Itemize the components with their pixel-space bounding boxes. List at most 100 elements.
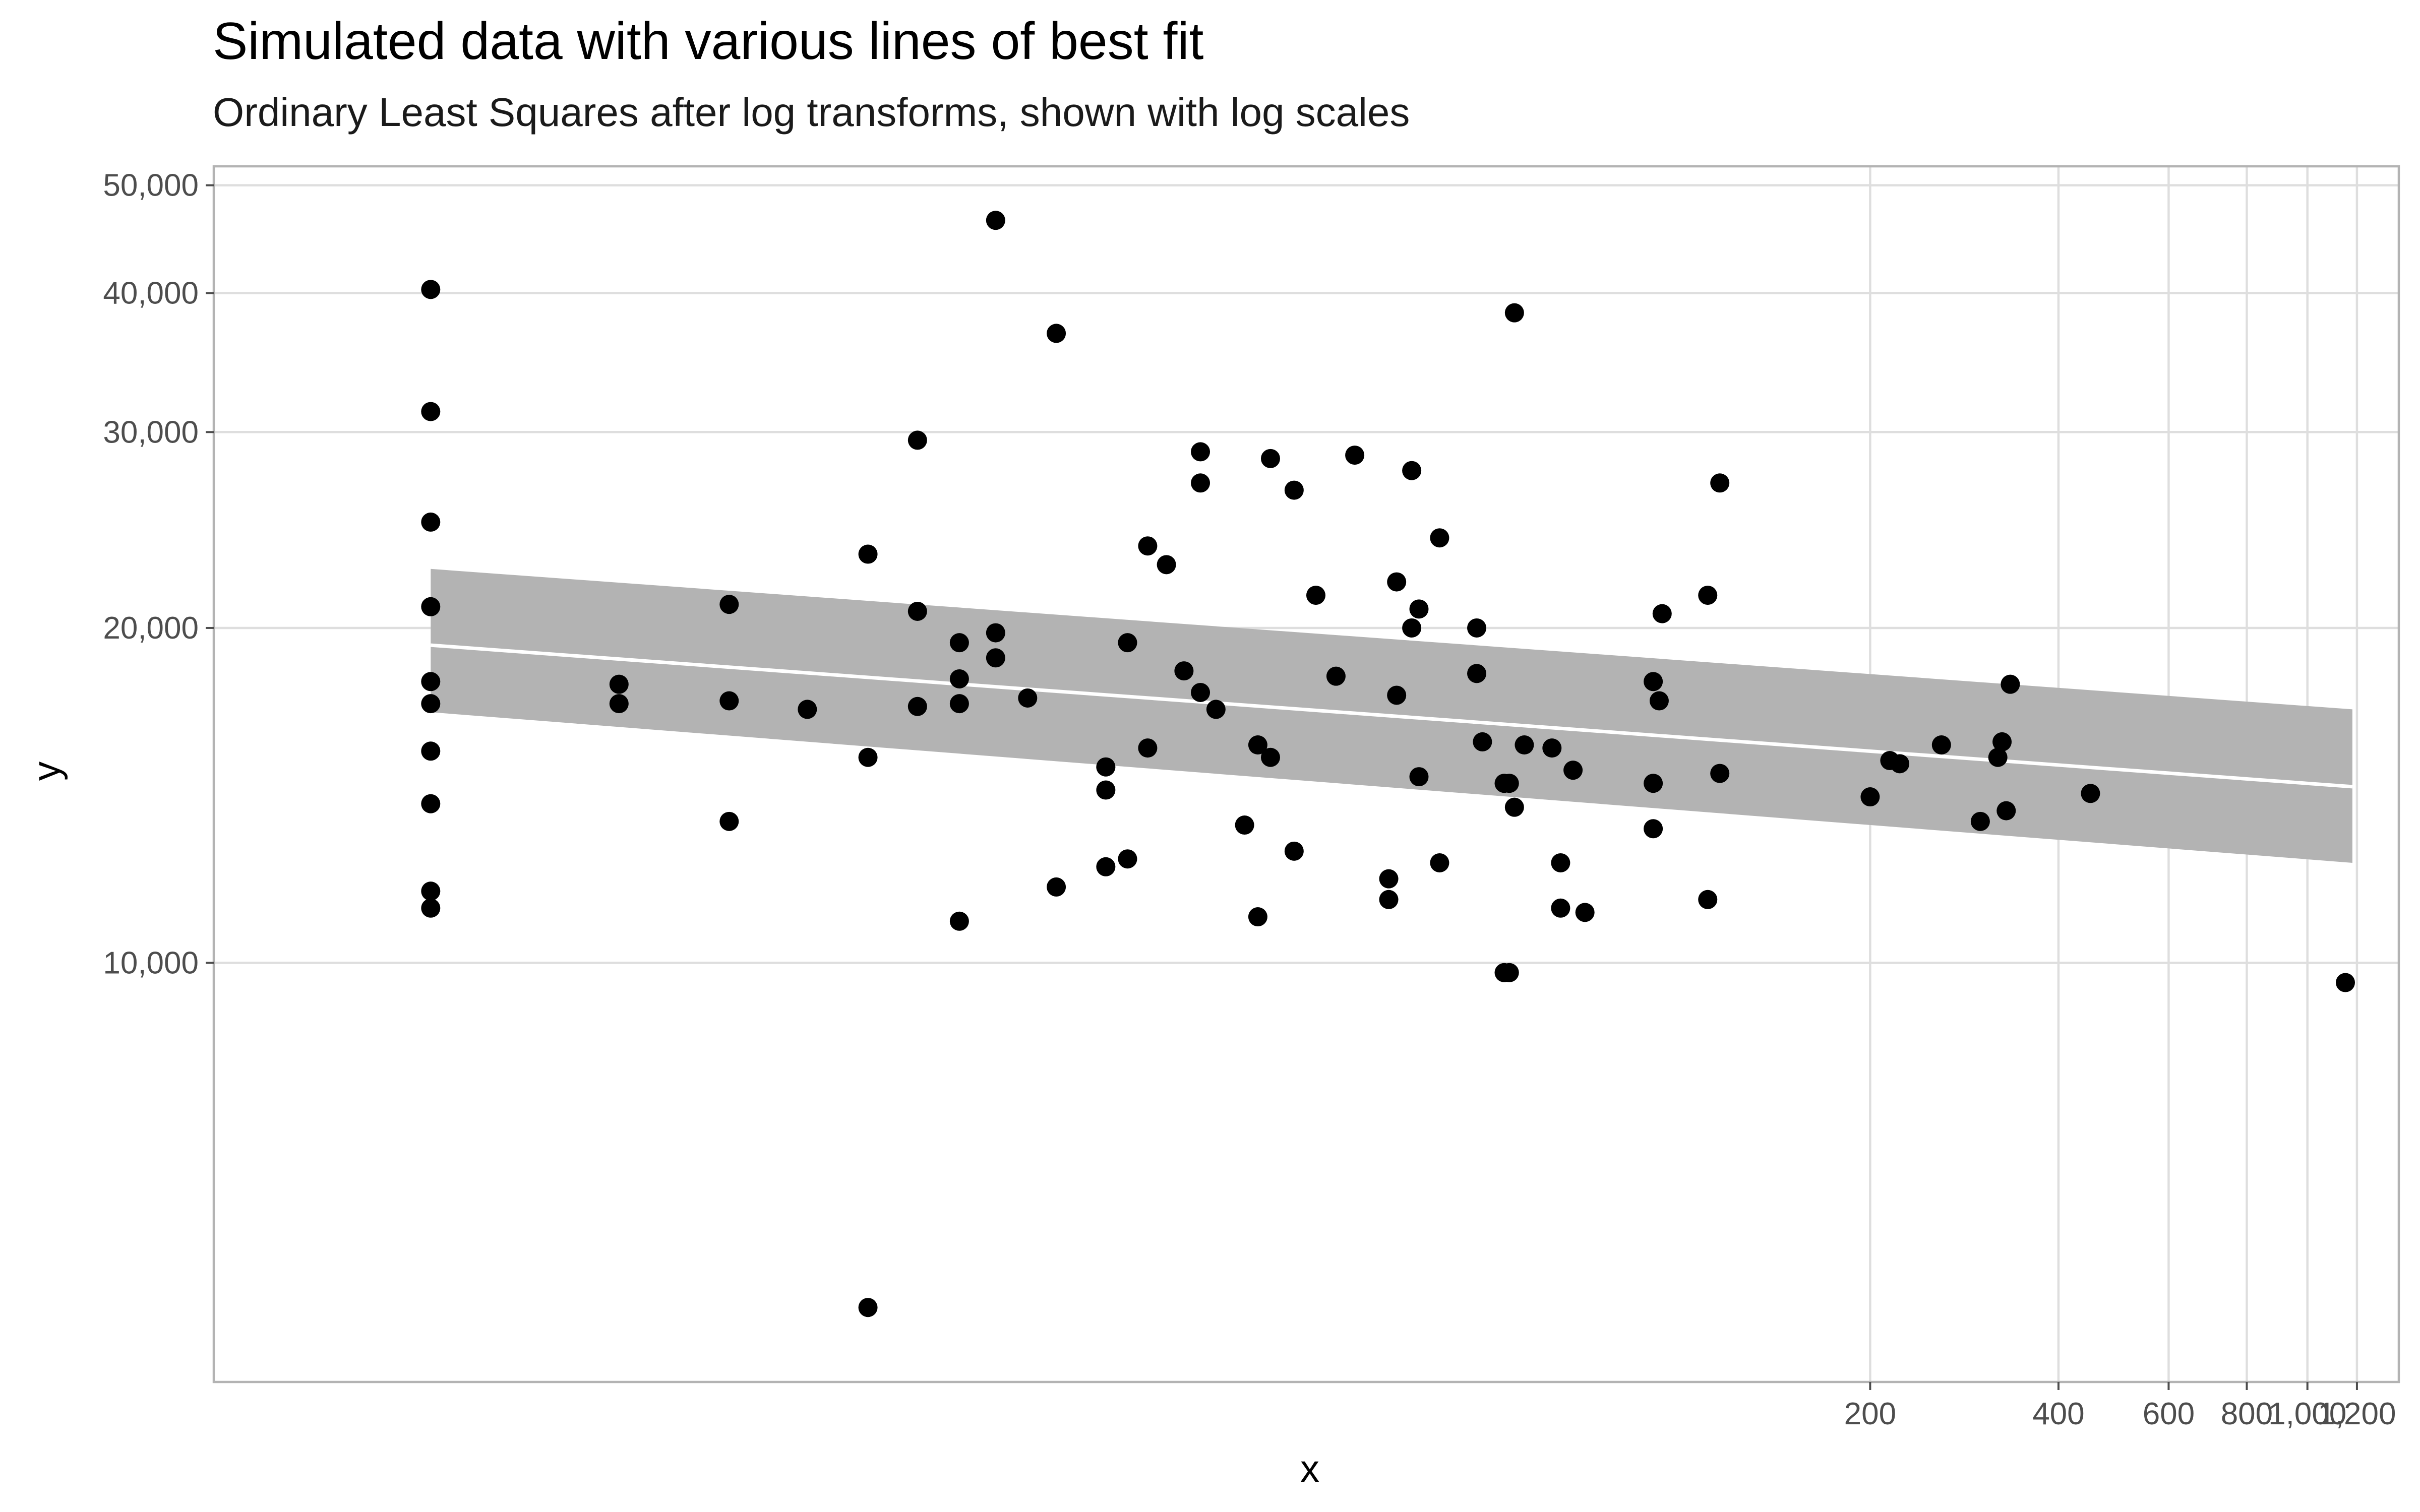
data-point (1118, 849, 1137, 869)
data-point (1644, 774, 1663, 793)
data-point (719, 595, 739, 614)
data-point (421, 898, 441, 918)
data-point (986, 648, 1005, 668)
data-point (908, 601, 927, 621)
data-point (1260, 747, 1280, 767)
data-point (858, 544, 878, 564)
data-point (1430, 528, 1449, 548)
data-point (1504, 797, 1524, 817)
data-point (1430, 853, 1449, 872)
data-point (1402, 618, 1422, 638)
data-point (858, 1298, 878, 1317)
data-point (1174, 661, 1194, 681)
data-point (1473, 732, 1492, 751)
data-point (1206, 700, 1226, 719)
data-point (1138, 536, 1158, 556)
data-point (908, 430, 927, 450)
data-point (421, 512, 441, 532)
x-tick-label: 600 (2143, 1397, 2195, 1431)
data-point (1284, 480, 1304, 500)
data-point (1652, 604, 1672, 623)
data-point (1387, 685, 1407, 705)
x-axis-title: x (1300, 1447, 1319, 1490)
chart-title: Simulated data with various lines of bes… (213, 12, 1204, 71)
x-tick-label: 200 (1844, 1397, 1896, 1431)
data-point (1138, 738, 1158, 758)
data-point (1248, 735, 1267, 755)
data-point (421, 402, 441, 421)
y-axis-ticks: 10,000 20,000 30,000 40,000 50,000 (103, 168, 214, 980)
data-point (1387, 572, 1407, 592)
data-point (2335, 973, 2355, 992)
data-point (2081, 784, 2100, 803)
data-point (1575, 903, 1595, 922)
data-point (1710, 764, 1730, 783)
x-tick-label: 1,200 (2318, 1397, 2396, 1431)
y-axis-title: y (25, 762, 68, 781)
data-point (421, 280, 441, 299)
data-point (949, 669, 969, 688)
data-point (421, 794, 441, 813)
data-point (1096, 780, 1116, 800)
x-tick-label: 400 (2032, 1397, 2084, 1431)
data-point (949, 911, 969, 931)
data-point (1551, 853, 1570, 872)
data-point (1542, 738, 1562, 758)
data-point (1345, 446, 1365, 465)
y-tick-label: 20,000 (103, 611, 199, 646)
data-point (1890, 754, 1910, 774)
data-point (719, 811, 739, 831)
data-point (908, 697, 927, 716)
data-point (1988, 747, 2008, 767)
data-point (1563, 761, 1583, 780)
data-point (1710, 473, 1730, 493)
x-tick-label: 1,000 (2268, 1397, 2346, 1431)
data-point (1970, 811, 1990, 831)
data-point (1992, 732, 2012, 751)
y-tick-label: 40,000 (103, 276, 199, 311)
data-point (1191, 442, 1211, 462)
data-point (1248, 907, 1267, 927)
data-point (1047, 324, 1066, 343)
data-point (421, 597, 441, 616)
data-point (1409, 767, 1429, 787)
data-point (2001, 674, 2020, 694)
data-point (1326, 666, 1346, 686)
data-point (421, 672, 441, 691)
data-point (1698, 586, 1718, 605)
data-point (1018, 688, 1038, 708)
data-point (421, 741, 441, 761)
data-point (1191, 682, 1211, 702)
y-tick-label: 30,000 (103, 415, 199, 450)
data-point (1467, 664, 1487, 683)
data-point (858, 747, 878, 767)
data-point (1644, 819, 1663, 839)
data-point (1515, 735, 1534, 755)
panel-border (212, 165, 2400, 1383)
data-point (1096, 757, 1116, 777)
data-point (1047, 877, 1066, 897)
data-point (1467, 618, 1487, 638)
data-point (1698, 890, 1718, 909)
data-point (1157, 555, 1176, 575)
data-point (1504, 303, 1524, 323)
data-point (421, 881, 441, 901)
data-point (1306, 586, 1325, 605)
data-point (1551, 898, 1570, 918)
data-point (986, 623, 1005, 643)
data-points (421, 211, 2355, 1317)
data-point (986, 211, 1005, 230)
data-point (949, 694, 969, 714)
data-point (1860, 787, 1880, 807)
y-tick-label: 10,000 (103, 946, 199, 980)
fit-line (431, 643, 2353, 789)
data-point (421, 694, 441, 714)
data-point (1409, 599, 1429, 619)
data-point (798, 700, 817, 719)
data-point (1235, 815, 1254, 835)
data-point (1284, 841, 1304, 861)
data-point (1379, 869, 1399, 889)
data-point (1191, 473, 1211, 493)
